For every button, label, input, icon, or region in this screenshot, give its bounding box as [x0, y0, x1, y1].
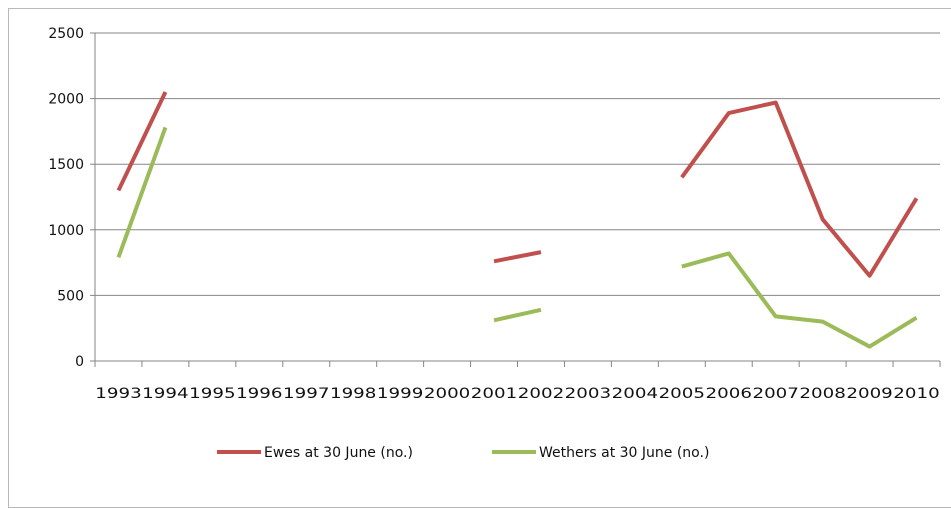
series-lines	[116, 91, 919, 349]
legend-label: Ewes at 30 June (no.)	[264, 445, 413, 461]
x-tick-label: 2005	[659, 386, 705, 402]
x-tick-label: 2009	[846, 386, 892, 402]
x-axis-ticks: 1993 1994 1995 1996 1997 1998 1999 2000 2001 2002…	[94, 361, 941, 402]
y-tick-label: 2000	[48, 92, 84, 108]
y-tick-label: 1500	[48, 157, 84, 173]
series-wethers	[116, 126, 918, 349]
gridlines	[95, 32, 940, 296]
x-tick-label: 1996	[236, 386, 283, 402]
y-tick-label: 500	[57, 288, 84, 304]
x-tick-label: 1993	[95, 386, 141, 402]
x-tick-label: 2004	[612, 386, 659, 402]
x-tick-label: 1998	[330, 386, 376, 402]
legend: Ewes at 30 June (no.) Wethers at 30 June …	[217, 445, 709, 461]
series-line-segment	[116, 126, 168, 259]
x-tick-label: 1994	[142, 386, 189, 402]
y-tick-label: 1000	[48, 223, 84, 239]
x-tick-label: 2000	[424, 386, 470, 402]
chart-frame	[8, 8, 951, 508]
x-tick-label: 1999	[377, 386, 423, 402]
y-tick-label: 0	[75, 354, 84, 370]
series-line-segment	[681, 251, 918, 349]
y-axis-ticks: 0 500 1000 1500 2000 2500	[48, 26, 95, 370]
x-tick-label: 2006	[706, 386, 753, 402]
x-tick-label: 2002	[518, 386, 564, 402]
y-tick-label: 2500	[48, 26, 84, 42]
x-tick-label: 1997	[283, 386, 329, 402]
x-tick-label: 2007	[752, 386, 798, 402]
x-tick-label: 1995	[189, 386, 235, 402]
series-line-segment	[116, 91, 168, 192]
series-line-segment	[680, 100, 919, 278]
x-tick-label: 2008	[799, 386, 845, 402]
x-tick-label: 2010	[893, 386, 939, 402]
legend-label: Wethers at 30 June (no.)	[539, 445, 709, 461]
x-tick-label: 2003	[565, 386, 611, 402]
x-tick-label: 2001	[471, 386, 517, 402]
series-line-segment	[493, 307, 542, 323]
series-line-segment	[493, 250, 542, 264]
series-ewes	[116, 91, 919, 278]
